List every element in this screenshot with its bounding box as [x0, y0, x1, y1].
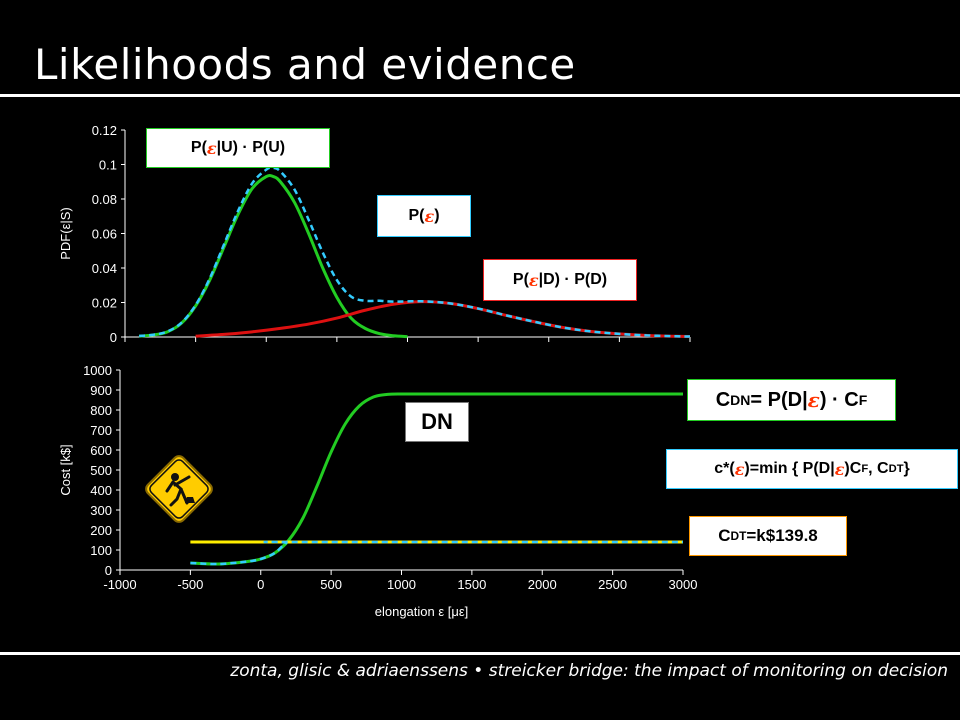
label-pu: P(ε |U) · P(U): [146, 128, 330, 168]
pdf-y-tick-label: 0.08: [92, 192, 117, 207]
label-pd: P(ε |D) · P(D): [483, 259, 637, 301]
cost-x-tick-label: 0: [257, 577, 264, 592]
cost-y-tick-label: 100: [90, 543, 112, 558]
slide-title: Likelihoods and evidence: [34, 40, 576, 89]
cost-x-tick-label: 2000: [528, 577, 557, 592]
footer-citation: zonta, glisic & adriaenssens • streicker…: [230, 661, 948, 681]
cost-y-tick-label: 200: [90, 523, 112, 538]
cost-y-tick-label: 900: [90, 383, 112, 398]
cost-x-tick-label: -500: [177, 577, 203, 592]
cost-y-tick-label: 300: [90, 503, 112, 518]
cost-y-tick-label: 500: [90, 463, 112, 478]
label-dn: DN: [405, 402, 469, 442]
pdf-chart: 0 0.02 0.04 0.06 0.08 0.1 0.12 PDF(ε|S): [58, 123, 691, 345]
cost-x-tick-label: 500: [320, 577, 342, 592]
cost-series-0: [190, 392, 683, 566]
label-cstar: c*(ε)=min { P(D| ε)C F , C DT }: [666, 449, 958, 489]
cost-y-axis-label: Cost [k$]: [58, 444, 73, 495]
label-cdt: C DT =k$139.8: [689, 516, 847, 556]
cost-y-tick-label: 400: [90, 483, 112, 498]
pdf-y-tick-label: 0.02: [92, 296, 117, 311]
bottom-divider: [0, 652, 960, 655]
pdf-series-0: [138, 173, 408, 339]
pdf-series-2: [139, 166, 691, 338]
cost-x-tick-label: 1000: [387, 577, 416, 592]
road-work-sign-icon: [145, 455, 213, 523]
pdf-y-axis-label: PDF(ε|S): [58, 207, 73, 260]
cost-x-tick-label: 3000: [669, 577, 698, 592]
cost-y-tick-label: 1000: [83, 363, 112, 378]
cost-x-tick-label: 1500: [457, 577, 486, 592]
cost-series-2: [190, 540, 684, 566]
cost-chart: 0 100 200 300 400 500 600 700 800 900 1000 -1000 -50…: [58, 363, 697, 619]
cost-x-tick-label: -1000: [103, 577, 136, 592]
pdf-y-tick-label: 0: [110, 330, 117, 345]
pdf-y-tick-label: 0.1: [99, 158, 117, 173]
cost-y-tick-label: 800: [90, 403, 112, 418]
cost-y-tick-label: 700: [90, 423, 112, 438]
cost-y-tick-label: 600: [90, 443, 112, 458]
pdf-series-1: [195, 300, 691, 338]
pdf-y-tick-label: 0.12: [92, 123, 117, 138]
cost-y-tick-label: 0: [105, 563, 112, 578]
pdf-y-tick-label: 0.06: [92, 227, 117, 242]
label-pe: P(ε): [377, 195, 471, 237]
cost-x-tick-label: 2500: [598, 577, 627, 592]
pdf-y-tick-label: 0.04: [92, 261, 117, 276]
cost-x-axis-label: elongation ε [με]: [375, 604, 469, 619]
top-divider: [0, 94, 960, 97]
